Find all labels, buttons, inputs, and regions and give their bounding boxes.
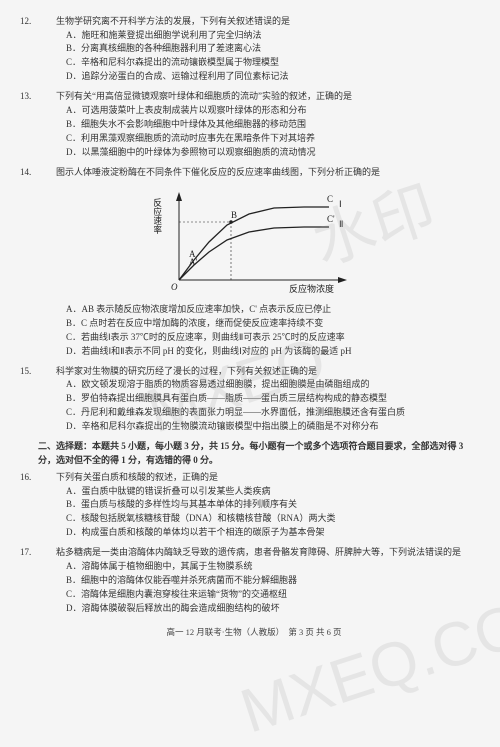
option: D．若曲线Ⅰ和Ⅱ表示不同 pH 的变化，则曲线Ⅰ对应的 pH 为该酶的最适 pH [38, 345, 470, 359]
q-stem: 图示人体唾液淀粉酶在不同条件下催化反应的反应速率曲线图，下列分析正确的是 [56, 167, 380, 177]
svg-text:反应速率: 反应速率 [154, 198, 162, 235]
question-12: 12.生物学研究离不开科学方法的发展，下列有关叙述错误的是 A．施旺和施莱登提出… [38, 15, 470, 84]
option: A．欧文顿发现溶于脂质的物质容易透过细胞膜，提出细胞膜是由磷脂组成的 [38, 378, 470, 392]
q-num: 13. [38, 90, 56, 104]
question-17: 17.粘多糖病是一类由溶酶体内酶缺乏导致的遗传病，患者骨骼发育障碍、肝脾肿大等，… [38, 546, 470, 615]
reaction-rate-chart: AA'BCC'ⅠⅡ反应速率反应物浓度O [38, 185, 470, 297]
q-num: 15. [38, 365, 56, 379]
option: A．施旺和施莱登提出细胞学说利用了完全归纳法 [38, 29, 470, 43]
page-footer: 高一 12 月联考·生物（人教版） 第 3 页 共 6 页 [38, 626, 470, 638]
q-stem: 下列有关“用高倍显微镜观察叶绿体和细胞质的流动”实验的叙述，正确的是 [56, 91, 352, 101]
q-num: 17. [38, 546, 56, 560]
q-stem: 生物学研究离不开科学方法的发展，下列有关叙述错误的是 [56, 16, 290, 26]
option: C．核酸包括脱氧核糖核苷酸（DNA）和核糖核苷酸（RNA）两大类 [38, 512, 470, 526]
question-14: 14.图示人体唾液淀粉酶在不同条件下催化反应的反应速率曲线图，下列分析正确的是 … [38, 166, 470, 359]
question-15: 15.科学家对生物膜的研究历经了漫长的过程，下列有关叙述正确的是 A．欧文顿发现… [38, 365, 470, 434]
option: B．分离真核细胞的各种细胞器利用了差速离心法 [38, 42, 470, 56]
option: B．C 点时若在反应中增加酶的浓度，继而促使反应速率持续不变 [38, 317, 470, 331]
option: B．蛋白质与核酸的多样性均与其基本单体的排列顺序有关 [38, 498, 470, 512]
option: A．可选用菠菜叶上表皮制成装片以观察叶绿体的形态和分布 [38, 104, 470, 118]
option: C．若曲线Ⅰ表示 37℃时的反应速率，则曲线Ⅱ可表示 25℃时的反应速率 [38, 331, 470, 345]
q-stem: 下列有关蛋白质和核酸的叙述，正确的是 [56, 472, 218, 482]
option: D．追踪分泌蛋白的合成、运输过程利用了同位素标记法 [38, 70, 470, 84]
q-num: 12. [38, 15, 56, 29]
option: A．AB 表示随反应物浓度增加反应速率加快，C' 点表示反应已停止 [38, 303, 470, 317]
q-num: 16. [38, 471, 56, 485]
option: D．构成蛋白质和核酸的单体均以若干个相连的碳原子为基本骨架 [38, 526, 470, 540]
option: C．溶酶体是细胞内囊泡穿梭往来运输“货物”的交通枢纽 [38, 588, 470, 602]
q-num: 14. [38, 166, 56, 180]
option: B．罗伯特森提出细胞膜具有蛋白质——脂质——蛋白质三层结构构成的静态模型 [38, 392, 470, 406]
svg-text:B: B [231, 210, 237, 220]
svg-text:O: O [171, 282, 178, 292]
option: B．细胞失水不会影响细胞中叶绿体及其他细胞器的移动范围 [38, 118, 470, 132]
question-13: 13.下列有关“用高倍显微镜观察叶绿体和细胞质的流动”实验的叙述，正确的是 A．… [38, 90, 470, 159]
option: D．以黑藻细胞中的叶绿体为参照物可以观察细胞质的流动情况 [38, 146, 470, 160]
svg-text:A': A' [189, 257, 197, 267]
option: A．溶酶体属于植物细胞中，其属于生物膜系统 [38, 560, 470, 574]
section-2-heading: 二、选择题：本题共 5 小题，每小题 3 分，共 15 分。每小题有一个或多个选… [38, 440, 470, 467]
option: D．溶酶体膜破裂后释放出的酶会造成细胞结构的破坏 [38, 602, 470, 616]
svg-text:C': C' [327, 214, 335, 224]
q-stem: 粘多糖病是一类由溶酶体内酶缺乏导致的遗传病，患者骨骼发育障碍、肝脾肿大等，下列说… [56, 547, 461, 557]
option: D．辛格和尼科尔森提出的生物膜流动镶嵌模型中指出膜上的磷脂是不对称分布 [38, 420, 470, 434]
q-stem: 科学家对生物膜的研究历经了漫长的过程，下列有关叙述正确的是 [56, 366, 317, 376]
question-16: 16.下列有关蛋白质和核酸的叙述，正确的是 A．蛋白质中肽键的错误折叠可以引发某… [38, 471, 470, 540]
option: C．利用黑藻观察细胞质的流动时应事先在黑暗条件下对其培养 [38, 132, 470, 146]
option: C．辛格和尼科尔森提出的流动镶嵌模型属于物理模型 [38, 56, 470, 70]
svg-text:反应物浓度: 反应物浓度 [289, 283, 334, 294]
option: A．蛋白质中肽键的错误折叠可以引发某些人类疾病 [38, 485, 470, 499]
svg-text:C: C [327, 194, 333, 204]
option: B．细胞中的溶酶体仅能吞噬并杀死病菌而不能分解细胞器 [38, 574, 470, 588]
svg-text:Ⅱ: Ⅱ [339, 219, 343, 229]
option: C．丹尼利和戴维森发现细胞的表面张力明显——水界面低，推测细胞膜还含有蛋白质 [38, 406, 470, 420]
svg-text:Ⅰ: Ⅰ [339, 199, 342, 209]
